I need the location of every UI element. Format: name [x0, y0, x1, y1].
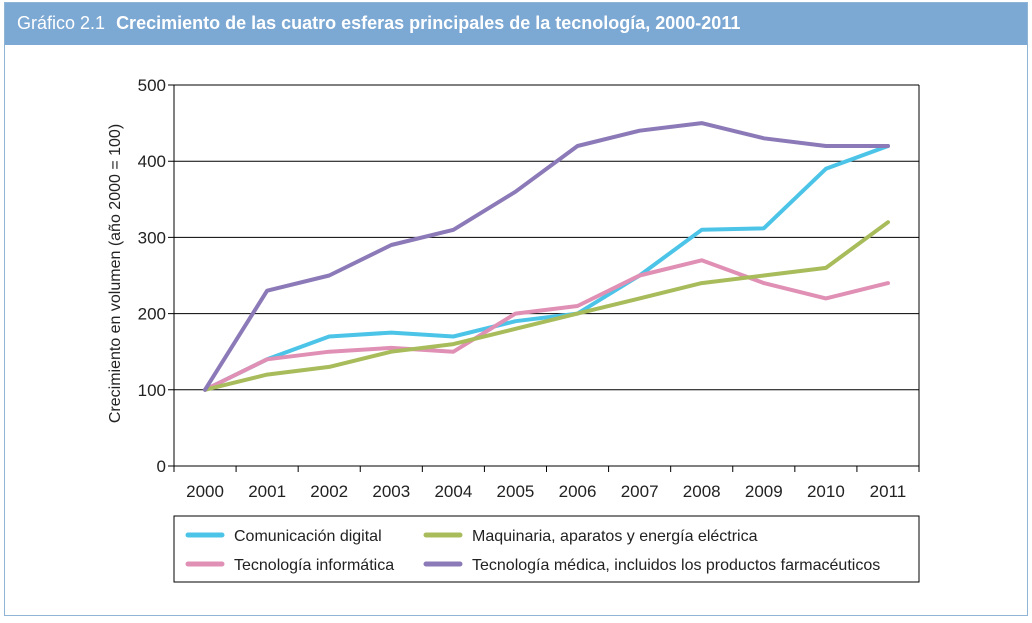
legend-label: Maquinaria, aparatos y energía eléctrica: [472, 528, 758, 545]
x-tick-label: 2010: [807, 482, 845, 501]
legend-label: Comunicación digital: [234, 528, 382, 545]
series-line-tecnologa: [203, 121, 890, 392]
y-tick-label: 200: [138, 305, 166, 324]
y-axis-label: Crecimiento en volumen (año 2000 = 100): [107, 124, 124, 423]
figure-header: Gráfico 2.1 Crecimiento de las cuatro es…: [5, 3, 1027, 45]
x-tick-label: 2005: [497, 482, 535, 501]
x-tick-label: 2002: [310, 482, 348, 501]
series-line-tecnologa: [203, 258, 890, 392]
y-tick-label: 400: [138, 152, 166, 171]
y-tick-label: 300: [138, 228, 166, 247]
series-line-comunicacin: [203, 144, 890, 392]
y-tick-label: 0: [157, 457, 166, 476]
legend-box: [173, 515, 920, 583]
figure-number: Gráfico 2.1: [17, 13, 106, 33]
figure-title: Crecimiento de las cuatro esferas princi…: [116, 13, 741, 33]
x-tick-label: 2009: [745, 482, 783, 501]
x-tick-label: 2004: [434, 482, 472, 501]
x-tick-label: 2000: [186, 482, 224, 501]
x-tick-label: 2003: [372, 482, 410, 501]
y-tick-label: 500: [138, 76, 166, 95]
x-tick-label: 2001: [248, 482, 286, 501]
y-tick-label: 100: [138, 381, 166, 400]
legend-label: Tecnología informática: [234, 557, 394, 574]
x-tick-label: 2006: [559, 482, 597, 501]
x-tick-label: 2007: [621, 482, 659, 501]
legend-label: Tecnología médica, incluidos los product…: [472, 557, 880, 574]
x-tick-label: 2011: [870, 482, 907, 501]
figure-frame: Gráfico 2.1 Crecimiento de las cuatro es…: [4, 2, 1028, 616]
x-tick-label: 2008: [683, 482, 721, 501]
series-line-maquinaria: [203, 220, 890, 392]
